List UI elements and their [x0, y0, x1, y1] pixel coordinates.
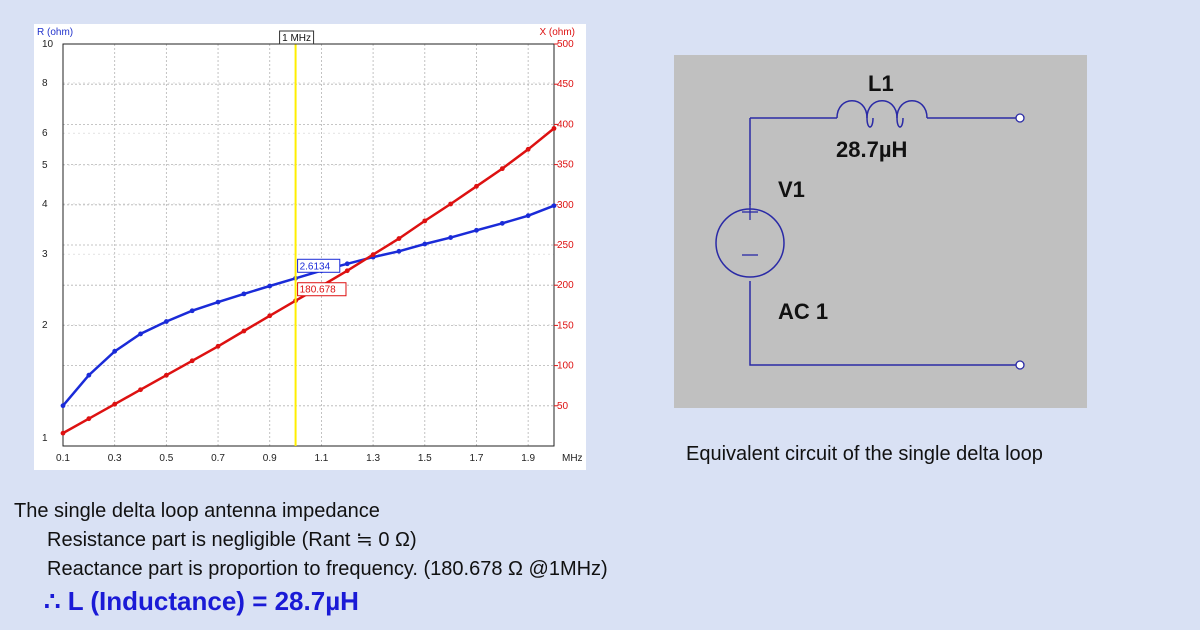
reactance-value-label: 180.678: [300, 285, 337, 296]
voltage-source-symbol: [715, 204, 785, 278]
right-tick-label: 100: [557, 361, 574, 372]
right-tick-label: 350: [557, 160, 574, 171]
right-tick-label: 200: [557, 280, 574, 291]
resistance-point: [499, 220, 505, 226]
reactance-line: [62, 127, 555, 435]
x-tick-label: 0.1: [56, 453, 70, 464]
resistance-point: [474, 227, 479, 233]
resistance-point: [422, 241, 428, 247]
reactance-point: [86, 416, 92, 422]
reactance-point: [370, 252, 376, 258]
reactance-point: [60, 430, 66, 436]
inductor-symbol: [836, 100, 928, 128]
right-axis-label: X (ohm): [539, 27, 575, 38]
circuit-caption: Equivalent circuit of the single delta l…: [686, 443, 1043, 465]
resistance-point: [215, 299, 221, 305]
reactance-point: [448, 201, 454, 207]
terminal-bottom: [1015, 360, 1025, 370]
resistance-point: [163, 319, 169, 324]
right-tick-label: 400: [557, 119, 574, 130]
resistance-value-label: 2.6134: [300, 261, 331, 272]
description: The single delta loop antenna impedance …: [14, 497, 608, 584]
source-type: AC 1: [778, 299, 829, 324]
reactance-point: [215, 343, 221, 349]
left-tick-label: 2: [42, 320, 48, 331]
left-tick-label: 8: [42, 78, 48, 89]
source-name: V1: [778, 177, 805, 202]
circuit-schematic: [715, 100, 1025, 370]
left-tick-label: 3: [42, 249, 48, 260]
x-tick-label: 0.7: [211, 453, 225, 464]
left-tick-label: 1: [42, 433, 48, 444]
description-title: The single delta loop antenna impedance: [14, 500, 380, 522]
reactance-point: [163, 372, 169, 378]
conclusion: ∴ L (Inductance) = 28.7µH: [44, 586, 359, 616]
terminal-top: [1015, 113, 1025, 123]
x-tick-label: 1.3: [366, 453, 380, 464]
x-tick-label: 0.3: [108, 453, 122, 464]
reactance-point: [112, 401, 118, 407]
x-axis-unit: MHz: [562, 453, 583, 464]
frequency-marker-box: [279, 30, 315, 45]
left-tick-label: 10: [42, 39, 54, 50]
right-tick-label: 250: [557, 240, 574, 251]
right-tick-label: 450: [557, 79, 574, 90]
right-tick-label: 150: [557, 320, 574, 331]
impedance-chart: R (ohm) 1 2 3 4 5 6 8 10 X (ohm) 50 100 150 200 250 300…: [34, 24, 586, 470]
reactance-point: [551, 126, 557, 131]
description-resistance: Resistance part is negligible (Rant ≒ 0 …: [47, 529, 417, 551]
resistance-point: [189, 308, 195, 314]
x-tick-label: 1.5: [418, 453, 432, 464]
right-tick-label: 300: [557, 200, 574, 211]
description-reactance: Reactance part is proportion to frequenc…: [47, 558, 608, 580]
inductor-name: L1: [868, 71, 894, 96]
reactance-point: [189, 358, 195, 364]
resistance-point: [60, 403, 66, 409]
frequency-marker-label: 1 MHz: [282, 33, 311, 44]
reactance-value-box: [297, 282, 347, 297]
left-tick-label: 6: [42, 128, 48, 139]
x-tick-label: 1.9: [521, 453, 535, 464]
equivalent-circuit: L1 28.7µH V1 AC 1: [674, 55, 1087, 408]
x-tick-label: 0.5: [159, 453, 173, 464]
resistance-point: [396, 248, 402, 254]
reactance-point: [138, 387, 143, 393]
left-tick-label: 5: [42, 160, 48, 171]
left-tick-label: 4: [42, 199, 48, 210]
resistance-point: [448, 235, 454, 240]
reactance-point: [474, 183, 479, 189]
reactance-point: [499, 166, 505, 172]
resistance-value-box: [297, 258, 341, 273]
resistance-point: [112, 348, 118, 354]
x-tick-label: 0.9: [263, 453, 277, 464]
reactance-point: [396, 236, 402, 241]
resistance-point: [267, 283, 273, 289]
resistance-point: [344, 261, 350, 267]
inductor-value: 28.7µH: [836, 137, 908, 162]
resistance-point: [86, 372, 92, 378]
chart-canvas: R (ohm) 1 2 3 4 5 6 8 10 X (ohm) 50 100 150 200 250 300…: [37, 27, 583, 464]
reactance-point: [344, 268, 350, 274]
x-tick-label: 1.7: [470, 453, 484, 464]
reactance-point: [525, 146, 531, 152]
left-axis-label: R (ohm): [37, 27, 73, 38]
right-tick-label: 50: [557, 401, 569, 412]
reactance-point: [422, 218, 428, 224]
right-tick-label: 500: [557, 39, 574, 50]
resistance-point: [551, 203, 557, 209]
resistance-line: [62, 204, 555, 407]
x-tick-label: 1.1: [314, 453, 328, 464]
resistance-point: [241, 291, 247, 297]
reactance-point: [267, 313, 273, 319]
reactance-point: [241, 328, 247, 334]
resistance-point: [138, 331, 143, 337]
resistance-point: [525, 213, 531, 219]
